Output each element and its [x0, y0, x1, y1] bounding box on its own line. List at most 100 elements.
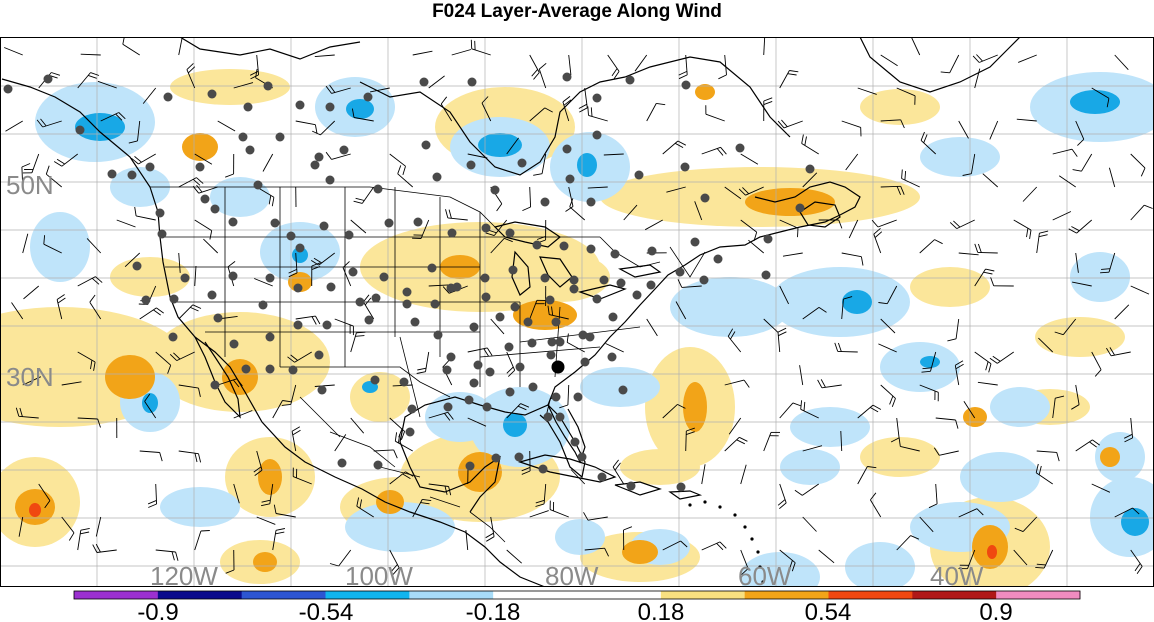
- station-marker: [373, 184, 383, 194]
- wind-barb: [1052, 211, 1072, 221]
- wind-barb: [977, 251, 998, 254]
- wind-barb: [233, 410, 253, 419]
- station-marker: [690, 237, 700, 247]
- station-marker: [433, 330, 443, 340]
- wind-barb-flag: [355, 197, 365, 201]
- wind-barb-flag: [1134, 563, 1141, 572]
- wind-barb-flag: [416, 371, 426, 374]
- station-marker: [229, 339, 239, 349]
- wind-barb: [724, 54, 727, 75]
- wind-barb-flag: [194, 453, 198, 463]
- wind-barb-flag: [288, 268, 297, 274]
- wind-barb: [331, 153, 351, 160]
- station-marker: [585, 332, 595, 342]
- wind-barb-flag: [933, 447, 940, 456]
- coastline: [1, 78, 546, 587]
- wind-barb-flag: [838, 219, 843, 229]
- wind-barb-flag: [974, 243, 979, 253]
- station-marker: [505, 387, 515, 397]
- wind-barb-flag: [445, 209, 449, 219]
- wind-barb: [662, 540, 681, 551]
- station-marker: [681, 80, 691, 90]
- wind-barb-flag: [405, 471, 414, 477]
- wind-barb-flag: [134, 156, 142, 163]
- wind-barb-flag: [147, 499, 157, 505]
- station-marker: [586, 244, 596, 254]
- wind-barb-flag: [904, 170, 907, 181]
- wind-barb-flag: [1077, 138, 1085, 146]
- station-marker: [547, 337, 557, 347]
- station-marker: [337, 458, 347, 468]
- wind-barb-flag: [872, 404, 882, 410]
- wind-barb-flag: [351, 108, 355, 118]
- wind-barb: [740, 464, 747, 485]
- wind-barb: [748, 239, 765, 254]
- wind-barb-flag: [677, 140, 687, 146]
- wind-barb-flag: [93, 361, 96, 371]
- wind-barb-flag: [292, 429, 301, 436]
- wind-barb: [763, 37, 766, 56]
- station-marker: [545, 295, 555, 305]
- wind-barb: [203, 238, 219, 254]
- island: [703, 500, 707, 504]
- colorbar-tick-label: 0.54: [805, 599, 852, 622]
- wind-barb: [541, 153, 547, 174]
- wind-barb-flag: [544, 107, 553, 113]
- wind-barb: [1076, 219, 1093, 234]
- wind-barb: [646, 318, 658, 337]
- wind-barb-flag: [95, 543, 101, 553]
- wind-barb: [802, 307, 820, 320]
- wind-barb: [1052, 398, 1056, 419]
- island: [743, 525, 747, 529]
- wind-barb-flag: [225, 173, 234, 178]
- wind-barb: [727, 336, 742, 353]
- wind-barb: [122, 43, 140, 56]
- wind-barb-flag: [43, 235, 46, 245]
- state-border-layer: [150, 186, 706, 543]
- wind-barb: [1062, 318, 1077, 335]
- wind-barb-flag: [275, 531, 285, 535]
- lon-label-60w: 60W: [738, 561, 792, 587]
- state-border: [599, 236, 661, 268]
- wind-barb-flag: [900, 186, 905, 195]
- wind-barb-flag: [988, 363, 992, 373]
- wind-barb: [1075, 439, 1093, 452]
- contour-region-blue-light: [110, 167, 170, 207]
- wind-barb-flag: [789, 560, 793, 570]
- wind-barb: [568, 54, 572, 75]
- wind-barb: [763, 318, 779, 334]
- station-marker: [241, 364, 251, 374]
- map-panel: 50N 30N 120W 100W 80W 60W 40W: [0, 37, 1154, 587]
- wind-barb-flag: [896, 186, 902, 195]
- wind-barb: [886, 285, 898, 304]
- island: [756, 550, 760, 554]
- station-marker: [607, 352, 617, 362]
- wind-barb-flag: [985, 361, 989, 371]
- wind-barb: [779, 483, 787, 504]
- station-marker: [322, 320, 332, 330]
- wind-barb: [701, 464, 706, 485]
- wind-barb: [802, 516, 817, 532]
- station-marker: [430, 299, 440, 309]
- coastline: [799, 201, 841, 228]
- wind-barb-flag: [190, 306, 199, 312]
- wind-barb-flag: [677, 403, 686, 409]
- wind-barb: [440, 103, 453, 122]
- wind-barb: [1022, 186, 1038, 202]
- wind-barb-flag: [535, 503, 545, 507]
- wind-barb-flag: [521, 470, 531, 475]
- station-marker: [555, 337, 565, 347]
- wind-barb: [603, 153, 624, 156]
- wind-barb: [701, 541, 721, 551]
- station-marker: [761, 270, 771, 280]
- station-marker: [263, 81, 273, 91]
- wind-barb-flag: [739, 436, 748, 442]
- wind-barb-flag: [817, 379, 823, 389]
- station-marker: [580, 357, 590, 367]
- wind-barb-flag: [80, 527, 90, 531]
- station-marker: [446, 352, 456, 362]
- wind-barb-flag: [563, 99, 572, 106]
- wind-barb: [529, 54, 540, 73]
- wind-barb-flag: [801, 134, 804, 144]
- wind-barb-flag: [613, 71, 620, 80]
